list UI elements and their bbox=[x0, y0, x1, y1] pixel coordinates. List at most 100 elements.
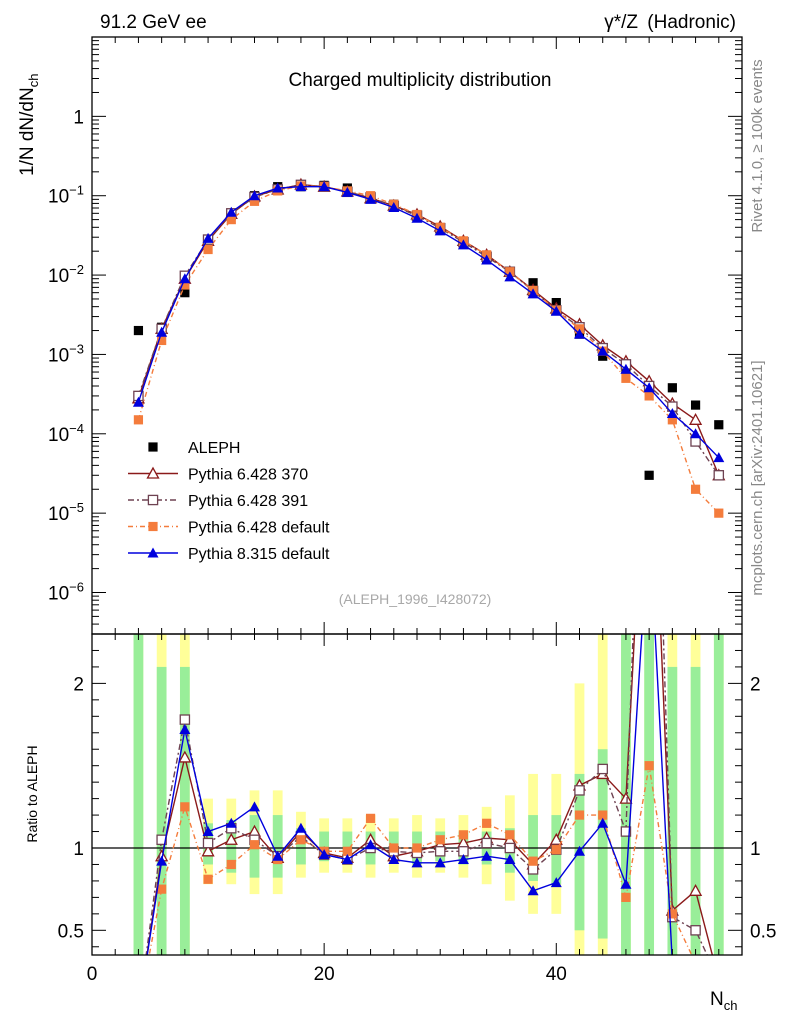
ratio-point-2-38 bbox=[527, 864, 539, 875]
series-main-0 bbox=[133, 180, 724, 480]
ratio-point-3-24 bbox=[365, 813, 376, 823]
point-4-44 bbox=[597, 345, 609, 356]
series-line-2 bbox=[137, 184, 720, 476]
ratio-point-2-52 bbox=[690, 925, 701, 936]
band-inner-54 bbox=[713, 634, 724, 955]
ratio-tick-label-right-1: 1 bbox=[750, 839, 761, 860]
ratio-point-4-32 bbox=[457, 854, 469, 865]
point-0-50 bbox=[667, 383, 677, 393]
legend-marker-1 bbox=[146, 466, 160, 479]
ratio-point-1-12 bbox=[224, 832, 238, 845]
point-0-8 bbox=[180, 288, 190, 298]
ratio-point-3-6 bbox=[157, 884, 167, 894]
ratio-point-2-46 bbox=[620, 826, 632, 837]
ratio-line-2 bbox=[145, 634, 708, 955]
ratio-series bbox=[92, 634, 742, 955]
ratio-point-1-46 bbox=[619, 791, 633, 804]
y-tick-label-exp-3: −3 bbox=[69, 341, 84, 356]
point-4-36 bbox=[504, 271, 516, 282]
point-4-10 bbox=[202, 232, 214, 243]
legend-label-4: Pythia 8.315 default bbox=[188, 546, 330, 563]
ratio-point-3-38 bbox=[528, 856, 538, 866]
point-4-50 bbox=[666, 408, 678, 419]
ratio-line-1 bbox=[146, 634, 714, 955]
ratio-point-4-10 bbox=[202, 826, 214, 837]
main-series bbox=[131, 177, 726, 518]
ratio-point-2-34 bbox=[481, 837, 492, 849]
y-axis-label-sub: ch bbox=[26, 74, 41, 88]
ratio-point-4-20 bbox=[318, 849, 330, 860]
ratio-point-3-48 bbox=[644, 761, 654, 771]
legend-marker-4 bbox=[147, 547, 159, 558]
point-4-4 bbox=[132, 396, 144, 407]
series-line-3 bbox=[137, 185, 720, 514]
ratio-point-4-42 bbox=[574, 845, 585, 856]
ratio-point-1-10 bbox=[201, 844, 215, 857]
point-3-50 bbox=[667, 415, 677, 425]
y-tick-label-3: 10−3 bbox=[48, 341, 84, 366]
y-axis-label: 1/N dN/dNch bbox=[17, 74, 41, 176]
point-4-18 bbox=[295, 181, 307, 192]
ratio-point-3-32 bbox=[458, 830, 469, 840]
y-tick-label-base-1: 10 bbox=[48, 187, 69, 208]
ratio-point-4-44 bbox=[597, 817, 609, 828]
band-inner-44 bbox=[597, 749, 608, 939]
legend-marker-2 bbox=[147, 494, 159, 506]
ratio-point-3-44 bbox=[598, 810, 608, 820]
y-tick-label-0: 1 bbox=[73, 107, 84, 128]
band-inner-6 bbox=[156, 666, 167, 955]
ratio-point-4-22 bbox=[341, 854, 353, 865]
point-3-14 bbox=[249, 196, 260, 206]
point-0-52 bbox=[690, 400, 701, 410]
process-label-prefix: γ*/Z bbox=[604, 12, 638, 33]
point-3-54 bbox=[714, 508, 724, 518]
ratio-tick-label-right-0: 0.5 bbox=[750, 921, 776, 942]
x-axis-label-sub: ch bbox=[724, 998, 738, 1013]
point-4-20 bbox=[318, 181, 330, 192]
ratio-line-3 bbox=[148, 765, 693, 955]
series-ratio-4 bbox=[146, 634, 673, 955]
x-tick-label-0: 0 bbox=[87, 964, 98, 985]
process-label-suffix: (Hadronic) bbox=[647, 12, 736, 33]
ratio-point-1-40 bbox=[549, 832, 563, 845]
point-4-30 bbox=[434, 225, 446, 236]
ratio-point-4-36 bbox=[504, 854, 516, 865]
band-inner-16 bbox=[272, 815, 283, 878]
point-4-24 bbox=[365, 193, 377, 204]
point-3-10 bbox=[203, 244, 213, 255]
point-0-38 bbox=[528, 278, 538, 288]
y-tick-label-6: 10−6 bbox=[48, 580, 84, 605]
series-line-4 bbox=[137, 185, 720, 459]
y-tick-label-base-4: 10 bbox=[48, 425, 69, 446]
point-3-12 bbox=[226, 215, 236, 225]
ratio-point-4-34 bbox=[481, 850, 493, 861]
y-tick-label-1: 10−1 bbox=[48, 183, 84, 208]
ratio-point-4-38 bbox=[527, 885, 539, 896]
y-tick-label-base-6: 10 bbox=[48, 584, 69, 605]
ratio-point-1-8 bbox=[178, 750, 192, 763]
point-4-40 bbox=[550, 305, 562, 316]
legend-label-2: Pythia 6.428 391 bbox=[188, 493, 308, 510]
analysis-id: (ALEPH_1996_I428072) bbox=[339, 591, 492, 607]
ratio-point-3-36 bbox=[505, 830, 515, 840]
ratio-tick-label-1: 1 bbox=[73, 839, 84, 860]
energy-label: 91.2 GeV ee bbox=[100, 12, 207, 33]
ratio-point-3-14 bbox=[249, 840, 260, 850]
band-inner-22 bbox=[342, 831, 353, 862]
ratio-point-2-8 bbox=[179, 714, 191, 725]
point-2-54 bbox=[713, 470, 725, 481]
band-inner-50 bbox=[667, 666, 678, 955]
legend: ALEPH Pythia 6.428 370 Pythia 6.428 391 Pyt… bbox=[128, 440, 330, 563]
point-4-28 bbox=[411, 212, 423, 223]
y-tick-label-base-0: 1 bbox=[73, 107, 84, 128]
band-inner-48 bbox=[644, 634, 655, 955]
ratio-point-4-6 bbox=[156, 855, 168, 866]
y-tick-label-5: 10−5 bbox=[48, 500, 84, 525]
point-4-26 bbox=[388, 202, 400, 213]
ratio-point-3-22 bbox=[342, 846, 352, 856]
chart-title: Charged multiplicity distribution bbox=[289, 70, 552, 91]
band-inner-12 bbox=[226, 820, 237, 873]
ratio-point-3-10 bbox=[203, 874, 213, 884]
